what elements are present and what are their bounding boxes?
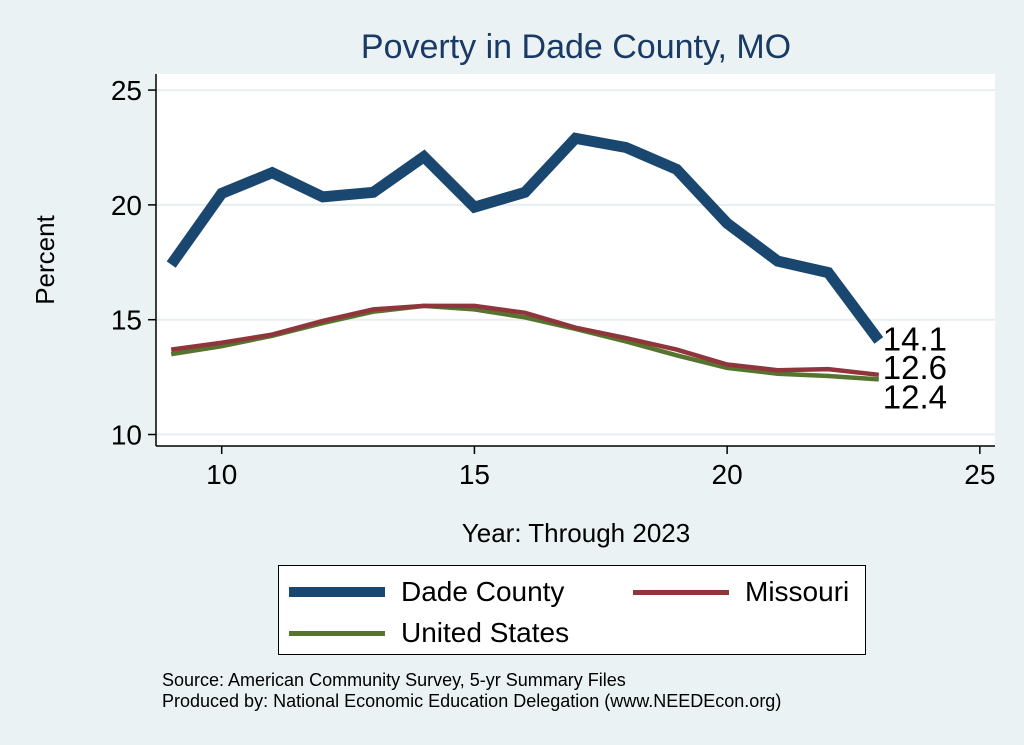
legend-swatch-missouri (633, 589, 729, 595)
x-tick-label: 10 (206, 459, 237, 490)
x-tick-label: 20 (712, 459, 743, 490)
y-tick-label: 10 (111, 420, 142, 451)
x-axis-label: Year: Through 2023 (462, 518, 690, 548)
footer: Source: American Community Survey, 5-yr … (162, 670, 781, 712)
legend-item-missouri: Missouri (633, 576, 849, 608)
end-label-dade-county: 14.1 (883, 320, 947, 357)
y-tick-label: 20 (111, 190, 142, 221)
legend-label-dade-county: Dade County (401, 576, 565, 607)
y-tick-label: 25 (111, 75, 142, 106)
x-tick-label: 25 (964, 459, 995, 490)
legend: Dade County Missouri United States (278, 565, 866, 655)
legend-label-united-states: United States (401, 617, 570, 648)
legend-item-dade-county: Dade County (289, 576, 564, 608)
axis-ticks: 10 15 20 25 10 15 20 25 (111, 75, 996, 490)
plot-area (156, 74, 995, 446)
y-axis-label: Percent (30, 214, 60, 304)
series-lines (166, 132, 884, 382)
legend-swatch-dade-county (289, 587, 385, 597)
legend-swatch-united-states (289, 630, 385, 636)
legend-item-united-states: United States (289, 617, 569, 649)
grid-lines (156, 89, 995, 436)
y-tick-label: 15 (111, 305, 142, 336)
end-label-united-states: 12.4 (883, 378, 947, 415)
series-line-missouri (170, 303, 880, 378)
end-label-missouri: 12.6 (883, 349, 947, 386)
producer-note: Produced by: National Economic Education… (162, 691, 782, 711)
x-tick-label: 15 (459, 459, 490, 490)
legend-label-missouri: Missouri (745, 576, 850, 607)
source-note: Source: American Community Survey, 5-yr … (162, 670, 626, 690)
series-line-dade-county (166, 132, 884, 344)
end-labels: 14.112.612.4 (883, 320, 947, 415)
chart-title: Poverty in Dade County, MO (361, 28, 791, 66)
